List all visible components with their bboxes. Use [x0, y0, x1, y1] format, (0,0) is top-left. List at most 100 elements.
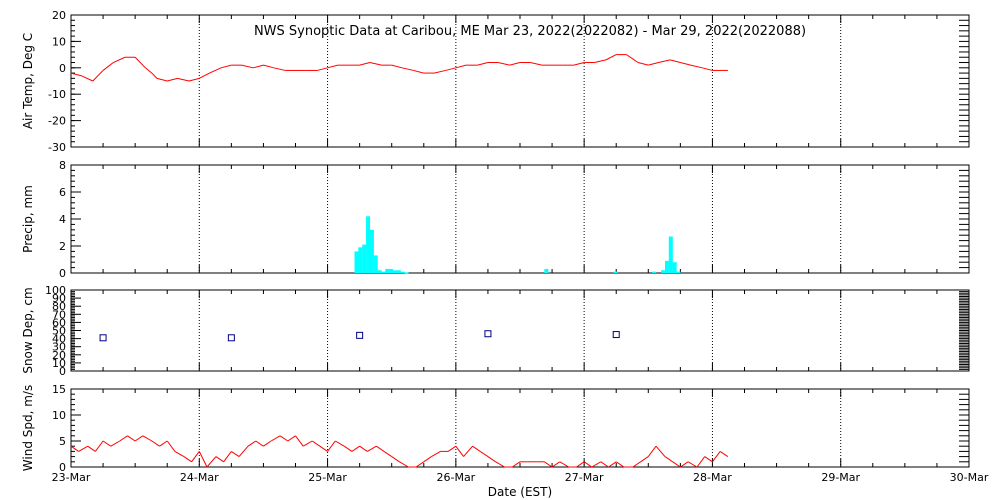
wind-line-segment — [615, 461, 625, 468]
temp-line-segment — [167, 77, 178, 82]
temp-y-tick-label: 20 — [52, 9, 66, 22]
temp-line-segment — [690, 64, 703, 69]
temp-line-segment — [220, 64, 232, 69]
wind-line-segment — [166, 440, 176, 452]
temp-line-segment — [241, 64, 254, 69]
wind-line-segment — [376, 445, 385, 452]
wind-line-segment — [576, 461, 585, 468]
wind-line-segment — [287, 435, 296, 442]
x-axis-label: Date (EST) — [488, 485, 552, 499]
wind-panel: 0 5 10 15 Wind Spd, m/s — [21, 383, 970, 474]
temp-line-segment — [209, 67, 222, 74]
precip-bar — [664, 260, 669, 273]
snow-y-tick-label: 0 — [59, 365, 66, 378]
temp-y-tick-label: 10 — [52, 35, 66, 48]
wind-line-segment — [263, 440, 272, 447]
wind-line-segment — [647, 445, 657, 457]
wind-line-segment — [415, 461, 425, 468]
x-tick-label: 27-Mar — [565, 471, 604, 484]
precip-bar — [400, 271, 405, 273]
precip-bar — [544, 268, 549, 273]
wind-line-segment — [359, 445, 368, 452]
wind-line-segment — [191, 451, 200, 463]
temp-y-tick-label: -10 — [48, 88, 66, 101]
wind-line-segment — [102, 440, 112, 447]
chart-title: NWS Synoptic Data at Caribou, ME Mar 23,… — [254, 24, 806, 39]
wind-line-segment — [664, 456, 673, 463]
wind-line-segment — [159, 440, 168, 447]
precip-bar — [672, 262, 677, 273]
wind-line-segment — [206, 456, 217, 468]
wind-line-segment — [151, 440, 160, 447]
precip-bar — [392, 270, 397, 273]
wind-line-segment — [687, 461, 698, 468]
temp-line-segment — [658, 59, 671, 64]
wind-line-segment — [495, 461, 505, 468]
precip-bar — [396, 270, 401, 273]
precip-bar — [613, 271, 618, 273]
snow-y-tick-label: 30 — [52, 341, 66, 354]
wind-line-segment — [231, 450, 240, 458]
wind-line-segment — [270, 435, 281, 442]
wind-line-segment — [343, 445, 353, 452]
wind-line-segment — [447, 445, 457, 452]
wind-line-segment — [351, 445, 360, 452]
wind-line-segment — [295, 435, 304, 447]
wind-line-segment — [70, 445, 79, 452]
wind-line-segment — [127, 435, 136, 442]
wind-line-segment — [183, 456, 192, 463]
wind-line-segment — [479, 450, 489, 458]
precip-y-tick-label: 6 — [59, 186, 66, 199]
temp-line-segment — [70, 72, 82, 77]
x-tick-label: 25-Mar — [308, 471, 347, 484]
wind-y-tick-label: 15 — [52, 383, 66, 396]
snow-y-tick-label: 50 — [52, 325, 66, 338]
precip-bar — [676, 271, 681, 273]
precip-y-tick-label: 2 — [59, 240, 66, 253]
precip-bar — [354, 251, 359, 273]
temp-line-segment — [401, 67, 414, 71]
wind-line-segment — [455, 445, 464, 457]
wind-line-segment — [247, 440, 257, 447]
wind-line-segment — [134, 435, 144, 442]
wind-line-segment — [110, 440, 120, 447]
wind-y-tick-label: 10 — [52, 409, 66, 422]
wind-line-segment — [215, 456, 224, 463]
wind-line-segment — [472, 445, 481, 452]
wind-line-segment — [655, 445, 666, 457]
wind-line-segment — [559, 461, 569, 468]
precip-bar — [661, 270, 666, 273]
wind-line-segment — [512, 461, 521, 468]
temp-line-segment — [359, 62, 371, 66]
temp-line-segment — [263, 64, 274, 69]
temp-line-segment — [134, 56, 146, 69]
wind-line-segment — [327, 440, 336, 452]
precip-panel: 0 2 4 6 8 Precip, mm — [21, 159, 970, 280]
snow-y-tick-label: 60 — [52, 316, 66, 329]
temp-y-tick-label: 0 — [59, 62, 66, 75]
x-tick-label: 24-Mar — [180, 471, 219, 484]
wind-line-segment — [719, 450, 729, 458]
temp-line-segment — [680, 62, 691, 66]
precip-bar — [358, 247, 363, 273]
temp-line-segment — [445, 67, 456, 71]
wind-line-segment — [367, 445, 377, 452]
snow-point — [612, 331, 620, 339]
wind-line-segment — [335, 440, 345, 447]
precip-y-tick-label: 8 — [59, 159, 66, 172]
precip-bar — [362, 244, 367, 273]
temp-line-segment — [317, 67, 328, 71]
wind-line-segment — [632, 461, 641, 468]
wind-line-segment — [302, 440, 313, 447]
wind-line-segment — [712, 451, 721, 463]
temp-line-segment — [113, 56, 126, 63]
temp-line-segment — [102, 62, 114, 71]
wind-line-segment — [487, 456, 496, 463]
wind-line-segment — [463, 445, 473, 457]
wind-line-segment — [279, 435, 289, 442]
precip-bar — [385, 268, 390, 273]
temp-line-segment — [509, 62, 521, 66]
